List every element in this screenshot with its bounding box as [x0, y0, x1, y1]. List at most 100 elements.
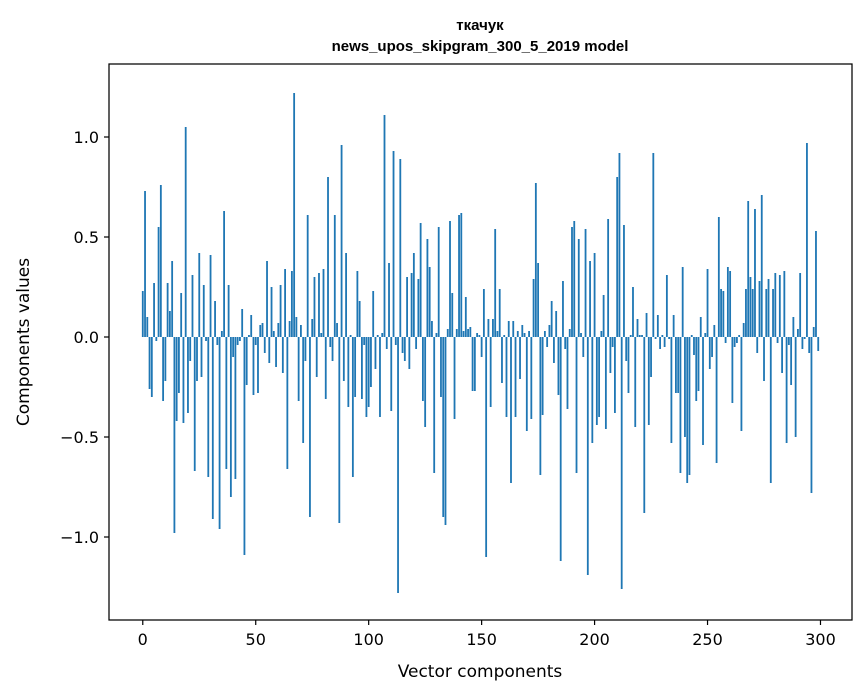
bar: [801, 337, 804, 349]
bar: [679, 337, 682, 473]
bar: [361, 337, 363, 399]
bar: [573, 221, 576, 337]
bar: [774, 273, 777, 337]
bar: [266, 261, 268, 337]
bar: [209, 255, 212, 337]
bar: [720, 289, 722, 337]
bar: [790, 337, 793, 385]
bar: [243, 337, 246, 555]
bar: [627, 337, 630, 393]
bar: [516, 331, 519, 337]
bar: [772, 289, 774, 337]
bar: [187, 337, 189, 413]
bar: [358, 301, 361, 337]
bar: [223, 211, 225, 337]
bar: [632, 287, 634, 337]
bar: [537, 263, 540, 337]
bar: [311, 319, 314, 337]
bar: [234, 337, 237, 479]
bar: [636, 319, 639, 337]
bar: [514, 337, 517, 417]
bar: [433, 337, 436, 473]
bar: [286, 337, 289, 469]
bar: [663, 337, 666, 347]
bar: [277, 323, 280, 337]
bar: [462, 331, 465, 337]
bar: [313, 277, 316, 337]
bar: [557, 337, 560, 395]
bar: [763, 337, 765, 381]
bar: [220, 331, 223, 337]
bar: [376, 335, 379, 337]
bar: [272, 331, 275, 337]
bar: [496, 331, 499, 337]
bar: [435, 333, 438, 337]
bar: [577, 239, 580, 337]
bar: [643, 337, 646, 513]
bar: [742, 323, 745, 337]
bar: [150, 337, 153, 397]
x-tick-label: 100: [353, 630, 384, 649]
bar: [379, 337, 381, 417]
bar: [171, 261, 174, 337]
bar: [812, 327, 815, 337]
y-tick-label: 1.0: [74, 128, 99, 147]
y-tick-label: −1.0: [60, 528, 99, 547]
bar: [638, 335, 641, 337]
bar: [257, 337, 259, 393]
bar: [478, 335, 481, 337]
bar: [374, 337, 377, 369]
bar: [268, 337, 271, 363]
bar: [399, 159, 402, 337]
bar: [706, 269, 709, 337]
bar: [381, 333, 384, 337]
bar: [162, 337, 165, 401]
bar: [656, 315, 659, 337]
bar: [539, 337, 542, 475]
bar: [324, 337, 327, 399]
bar: [200, 337, 203, 377]
bar: [792, 317, 795, 337]
bar: [598, 337, 601, 417]
bar: [295, 317, 298, 337]
bar: [331, 337, 334, 361]
bar: [254, 337, 257, 345]
bar: [340, 145, 343, 337]
bar: [654, 337, 657, 339]
bar: [489, 337, 492, 407]
bar: [184, 127, 187, 337]
bar: [652, 153, 655, 337]
bar: [623, 225, 625, 337]
bar: [783, 271, 786, 337]
bar: [148, 337, 151, 389]
bar: [406, 277, 408, 337]
x-tick-label: 200: [579, 630, 610, 649]
bar: [659, 337, 661, 349]
x-tick-label: 300: [805, 630, 836, 649]
bar: [241, 309, 244, 337]
bar: [681, 267, 684, 337]
bar: [693, 337, 695, 355]
bar: [455, 329, 458, 337]
bar: [778, 275, 781, 337]
bar: [345, 253, 347, 337]
bar: [372, 291, 375, 337]
bar: [349, 335, 352, 337]
x-axis-label: Vector components: [398, 662, 563, 682]
bar: [451, 293, 454, 337]
bar: [672, 315, 675, 337]
bar: [736, 337, 738, 343]
bar: [785, 337, 788, 443]
chart-subtitle: news_upos_skipgram_300_5_2019 model: [332, 38, 629, 55]
bar: [141, 291, 144, 337]
bar: [677, 337, 680, 393]
x-tick-label: 150: [466, 630, 497, 649]
bar: [309, 337, 311, 517]
bar: [191, 275, 194, 337]
bar: [611, 337, 614, 347]
bar: [568, 329, 571, 337]
bar: [614, 337, 616, 413]
bar: [385, 337, 388, 349]
bar: [144, 191, 146, 337]
